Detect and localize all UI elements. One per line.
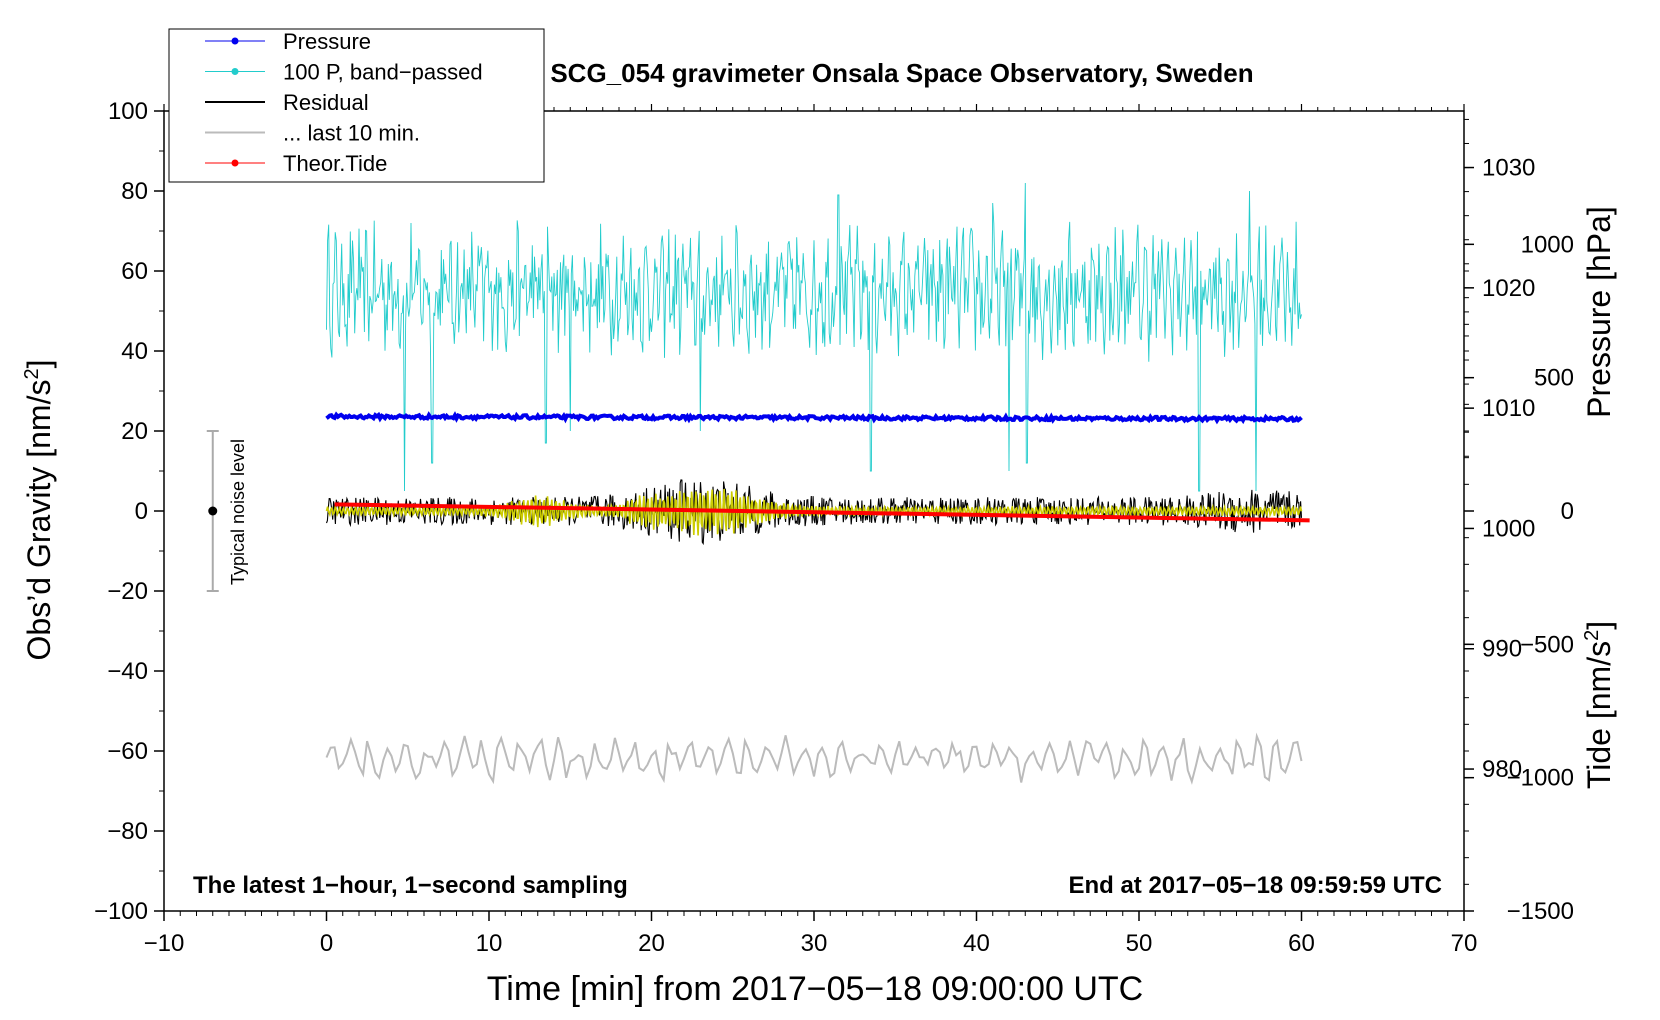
y-axis-label-tide-close: ] bbox=[1581, 621, 1617, 630]
y-axis-label-tide: Tide [nm/s2] bbox=[1581, 621, 1617, 789]
x-tick-label: 40 bbox=[963, 930, 990, 957]
y-axis-label-tide-main: Tide [nm/s bbox=[1581, 641, 1617, 789]
y-axis-label-left-main: Obs’d Gravity [nm/s bbox=[21, 380, 57, 661]
x-tick-label: −10 bbox=[144, 930, 185, 957]
x-tick-label: 10 bbox=[476, 930, 503, 957]
noise-bar-label: Typical noise level bbox=[228, 439, 248, 585]
x-tick-label: 0 bbox=[320, 930, 333, 957]
pressure-tick-label: 980 bbox=[1482, 756, 1522, 783]
annotation-end-time: End at 2017−05−18 09:59:59 UTC bbox=[1068, 872, 1442, 899]
chart-title: SCG_054 gravimeter Onsala Space Observat… bbox=[550, 58, 1253, 88]
y-tick-label: −60 bbox=[107, 738, 148, 765]
x-tick-label: 20 bbox=[638, 930, 665, 957]
series-pressure bbox=[325, 411, 1303, 425]
noise-bar-center bbox=[208, 506, 218, 516]
legend: Pressure 100 P, band−passed Residual ... la… bbox=[168, 28, 545, 183]
tide-tick-label: 0 bbox=[1561, 498, 1574, 525]
legend-label: Theor.Tide bbox=[283, 151, 387, 176]
legend-marker bbox=[231, 68, 239, 75]
y-tick-label: 0 bbox=[135, 498, 148, 525]
y-tick-label: 60 bbox=[121, 258, 148, 285]
y-axis-label-left-close: ] bbox=[21, 360, 57, 369]
pressure-tick-label: 1030 bbox=[1482, 155, 1535, 182]
tide-tick-label: 1000 bbox=[1521, 231, 1574, 258]
x-tick-label: 60 bbox=[1288, 930, 1315, 957]
pressure-tick-label: 1020 bbox=[1482, 275, 1535, 302]
series-layer bbox=[325, 182, 1310, 785]
tide-tick-label: −500 bbox=[1520, 631, 1574, 658]
y-tick-label: −20 bbox=[107, 578, 148, 605]
legend-box bbox=[168, 28, 545, 183]
y-tick-label: 80 bbox=[121, 178, 148, 205]
axes-layer: −10 0 10 20 30 40 50 60 70−100−80−60−40−20020406… bbox=[94, 98, 1574, 957]
y-tick-label: 100 bbox=[108, 98, 148, 125]
legend-label: Residual bbox=[283, 90, 369, 115]
series-band-passed-pressure bbox=[326, 182, 1302, 492]
y-tick-label: −100 bbox=[94, 898, 148, 925]
x-axis-label: Time [min] from 2017−05−18 09:00:00 UTC bbox=[487, 970, 1143, 1008]
x-tick-label: 30 bbox=[801, 930, 828, 957]
tide-tick-label: −1000 bbox=[1507, 765, 1574, 792]
y-tick-label: 40 bbox=[121, 338, 148, 365]
y-axis-label-pressure: Pressure [hPa] bbox=[1581, 206, 1617, 418]
y-tick-label: −80 bbox=[107, 818, 148, 845]
tide-tick-label: 500 bbox=[1534, 365, 1574, 392]
series-last-10-min bbox=[325, 732, 1303, 785]
legend-label: ... last 10 min. bbox=[283, 121, 420, 146]
pressure-tick-label: 1000 bbox=[1482, 515, 1535, 542]
y-tick-label: 20 bbox=[121, 418, 148, 445]
tide-tick-label: −1500 bbox=[1507, 898, 1574, 925]
series-theoretical-tide bbox=[334, 502, 1310, 523]
y-tick-label: −40 bbox=[107, 658, 148, 685]
legend-marker bbox=[231, 159, 239, 167]
y-axis-label-left: Obs’d Gravity [nm/s2] bbox=[21, 360, 57, 661]
x-tick-label: 70 bbox=[1451, 930, 1478, 957]
legend-label: 100 P, band−passed bbox=[283, 60, 483, 85]
noise-bar bbox=[206, 430, 219, 592]
y-axis-label-tide-sup: 2 bbox=[1581, 630, 1603, 641]
legend-marker bbox=[231, 37, 239, 45]
annotation-sampling: The latest 1−hour, 1−second sampling bbox=[193, 872, 628, 899]
y-axis-label-left-sup: 2 bbox=[21, 368, 43, 379]
pressure-tick-label: 990 bbox=[1482, 636, 1522, 663]
legend-items: Pressure 100 P, band−passed Residual ... la… bbox=[205, 29, 483, 176]
legend-label: Pressure bbox=[283, 29, 371, 54]
pressure-tick-label: 1010 bbox=[1482, 395, 1535, 422]
series-residual-filtered bbox=[325, 488, 1303, 536]
x-tick-label: 50 bbox=[1126, 930, 1153, 957]
